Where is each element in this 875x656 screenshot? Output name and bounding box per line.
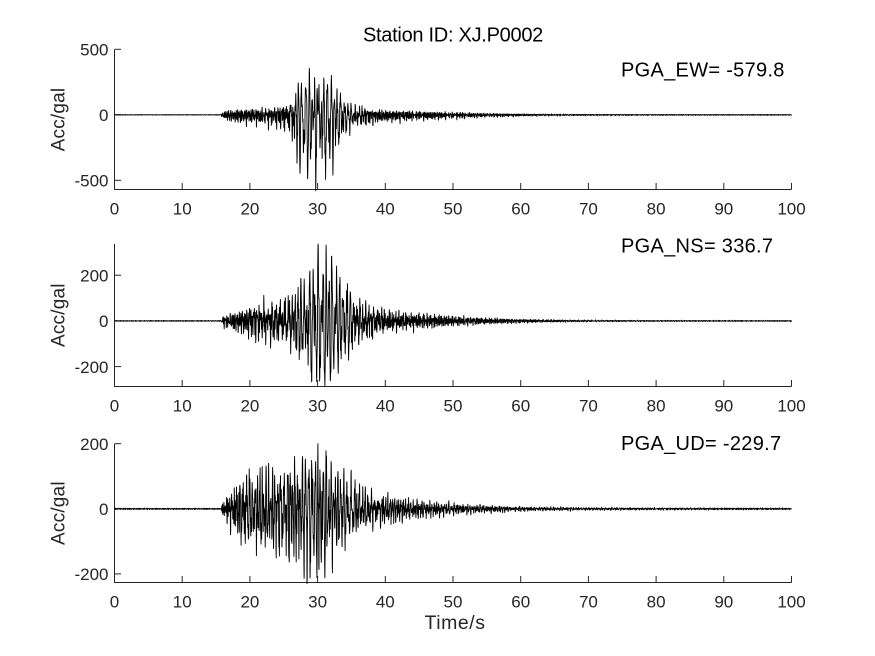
svg-text:Station ID: XJ.P0002: Station ID: XJ.P0002 (363, 25, 543, 47)
svg-text:Acc/gal: Acc/gal (49, 481, 70, 545)
svg-text:PGA_UD= -229.7: PGA_UD= -229.7 (621, 433, 781, 455)
svg-text:20: 20 (240, 200, 259, 219)
svg-text:40: 40 (376, 593, 395, 612)
svg-text:30: 30 (308, 593, 327, 612)
svg-text:90: 90 (714, 200, 733, 219)
svg-text:60: 60 (511, 200, 530, 219)
svg-text:20: 20 (240, 397, 259, 416)
svg-text:10: 10 (173, 593, 192, 612)
svg-text:200: 200 (80, 435, 108, 454)
svg-text:500: 500 (80, 41, 108, 60)
svg-text:70: 70 (579, 593, 598, 612)
svg-text:0: 0 (110, 200, 119, 219)
svg-text:0: 0 (99, 312, 108, 331)
svg-text:-200: -200 (74, 565, 108, 584)
svg-text:70: 70 (579, 397, 598, 416)
svg-text:40: 40 (376, 397, 395, 416)
svg-text:0: 0 (110, 397, 119, 416)
svg-text:Acc/gal: Acc/gal (49, 283, 70, 347)
svg-text:100: 100 (777, 200, 805, 219)
svg-text:40: 40 (376, 200, 395, 219)
svg-text:100: 100 (777, 397, 805, 416)
svg-text:0: 0 (99, 106, 108, 125)
svg-text:30: 30 (308, 200, 327, 219)
svg-text:60: 60 (511, 593, 530, 612)
svg-text:80: 80 (647, 397, 666, 416)
svg-text:-500: -500 (74, 172, 108, 191)
svg-text:50: 50 (444, 397, 463, 416)
svg-text:80: 80 (647, 593, 666, 612)
svg-text:Acc/gal: Acc/gal (49, 88, 70, 152)
svg-text:60: 60 (511, 397, 530, 416)
svg-text:50: 50 (444, 593, 463, 612)
svg-text:90: 90 (714, 397, 733, 416)
svg-text:PGA_NS= 336.7: PGA_NS= 336.7 (621, 236, 773, 258)
svg-text:10: 10 (173, 397, 192, 416)
svg-text:200: 200 (80, 266, 108, 285)
svg-text:10: 10 (173, 200, 192, 219)
svg-text:Time/s: Time/s (424, 612, 485, 634)
svg-text:20: 20 (240, 593, 259, 612)
svg-text:100: 100 (777, 593, 805, 612)
svg-text:70: 70 (579, 200, 598, 219)
svg-text:PGA_EW= -579.8: PGA_EW= -579.8 (621, 60, 785, 82)
svg-text:-200: -200 (74, 358, 108, 377)
svg-text:0: 0 (110, 593, 119, 612)
svg-text:80: 80 (647, 200, 666, 219)
svg-text:50: 50 (444, 200, 463, 219)
svg-text:90: 90 (714, 593, 733, 612)
svg-text:0: 0 (99, 500, 108, 519)
svg-text:30: 30 (308, 397, 327, 416)
